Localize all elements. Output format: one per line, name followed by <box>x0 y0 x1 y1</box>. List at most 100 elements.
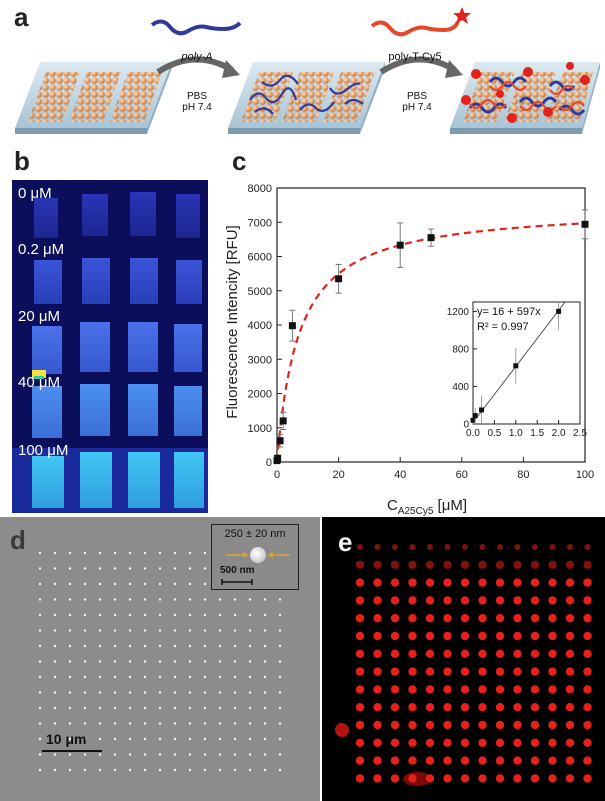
red-spot <box>408 614 417 623</box>
red-spot <box>513 774 522 783</box>
nanodot <box>158 753 162 756</box>
x-axis-label: CA25Cy5 [μM] <box>387 497 467 517</box>
inset-x-tick-label: 2.0 <box>552 428 566 439</box>
nanodot <box>68 691 72 694</box>
data-point <box>581 220 589 228</box>
red-spot <box>355 578 365 587</box>
nanodot <box>143 582 147 586</box>
nanodot <box>143 753 147 756</box>
nanodot <box>83 768 87 772</box>
red-spot <box>355 560 365 569</box>
data-point <box>335 275 343 283</box>
red-blob <box>335 723 349 737</box>
red-spot <box>530 685 540 694</box>
red-spot <box>373 667 382 676</box>
nanodot <box>38 768 42 772</box>
x-tick-label: 80 <box>517 469 529 481</box>
nanodot <box>128 737 132 741</box>
nanodot <box>68 551 72 555</box>
red-spot <box>548 649 557 658</box>
x-tick-label: 100 <box>576 469 594 481</box>
red-spot <box>425 703 435 712</box>
nanodot <box>68 737 72 741</box>
red-spot <box>408 596 417 605</box>
red-spot <box>583 649 592 658</box>
panel-b-spots <box>12 192 208 513</box>
red-spot <box>548 703 557 712</box>
nanodot <box>143 567 147 570</box>
step1-arrow-icon <box>156 56 234 75</box>
x-tick-label: 40 <box>394 469 406 481</box>
red-spot <box>373 578 382 587</box>
red-spot <box>583 578 592 587</box>
nanodot <box>218 660 222 663</box>
y-tick-label: 5000 <box>248 286 272 298</box>
nanodot <box>68 753 72 756</box>
red-spot <box>548 614 557 623</box>
red-spot <box>373 596 382 605</box>
red-spot <box>425 738 435 747</box>
red-spot <box>355 756 365 765</box>
nanodot <box>98 613 102 617</box>
nanodot <box>68 675 72 679</box>
inset-y-tick-label: 400 <box>452 382 469 393</box>
red-spot <box>425 649 435 658</box>
nanodot <box>83 644 87 648</box>
nanodot <box>173 753 177 756</box>
nanodot <box>203 737 207 741</box>
red-spot <box>513 578 522 587</box>
nanodot <box>98 644 102 648</box>
nanodot <box>218 613 222 617</box>
nanodot <box>113 768 117 772</box>
panel-a-schematic <box>15 7 600 134</box>
nanodot <box>203 675 207 679</box>
nanodot <box>173 644 177 648</box>
nanodot <box>158 691 162 694</box>
nanodot <box>98 675 102 679</box>
y-tick-label: 8000 <box>248 183 272 195</box>
red-spot <box>530 578 540 587</box>
red-spot <box>355 685 365 694</box>
red-spot <box>390 596 400 605</box>
nanodot <box>158 598 162 601</box>
panel-a: a <box>0 0 605 140</box>
red-spot <box>565 756 575 765</box>
data-point <box>396 241 404 249</box>
nanodot <box>203 660 207 663</box>
red-spot <box>478 738 487 747</box>
nanodot <box>53 706 57 710</box>
nanodot <box>158 737 162 741</box>
red-spot <box>478 774 487 783</box>
nanodot <box>203 613 207 617</box>
inset-data-point <box>470 417 476 423</box>
panel-e-fluorescence: e <box>322 517 605 801</box>
inset-data-point <box>556 308 562 314</box>
nanodot <box>203 598 207 601</box>
conc-label-3: 40 μM <box>18 374 60 391</box>
red-spot <box>530 614 540 623</box>
nanodot <box>113 675 117 679</box>
red-spot <box>408 720 417 730</box>
nanodot <box>278 644 282 648</box>
panel-label-c: c <box>232 146 247 176</box>
nanodot <box>278 753 282 756</box>
nanodot <box>38 706 42 710</box>
red-spot <box>565 685 575 694</box>
red-spot <box>548 596 557 605</box>
y-tick-label: 1000 <box>248 423 272 435</box>
nanodot <box>128 629 132 632</box>
red-spot <box>530 560 540 569</box>
red-spot <box>425 685 435 694</box>
nanodot <box>98 691 102 694</box>
red-spot <box>443 631 452 641</box>
red-spot <box>355 614 365 623</box>
step2-label: poly-T-Cy5 <box>388 51 442 63</box>
nanodot <box>278 722 282 725</box>
nanodot <box>173 582 177 586</box>
red-spot <box>495 631 505 641</box>
nanodot <box>113 629 117 632</box>
nanodot <box>188 768 192 772</box>
nanodot <box>68 598 72 601</box>
nanodot <box>113 737 117 741</box>
nanodot <box>158 567 162 570</box>
